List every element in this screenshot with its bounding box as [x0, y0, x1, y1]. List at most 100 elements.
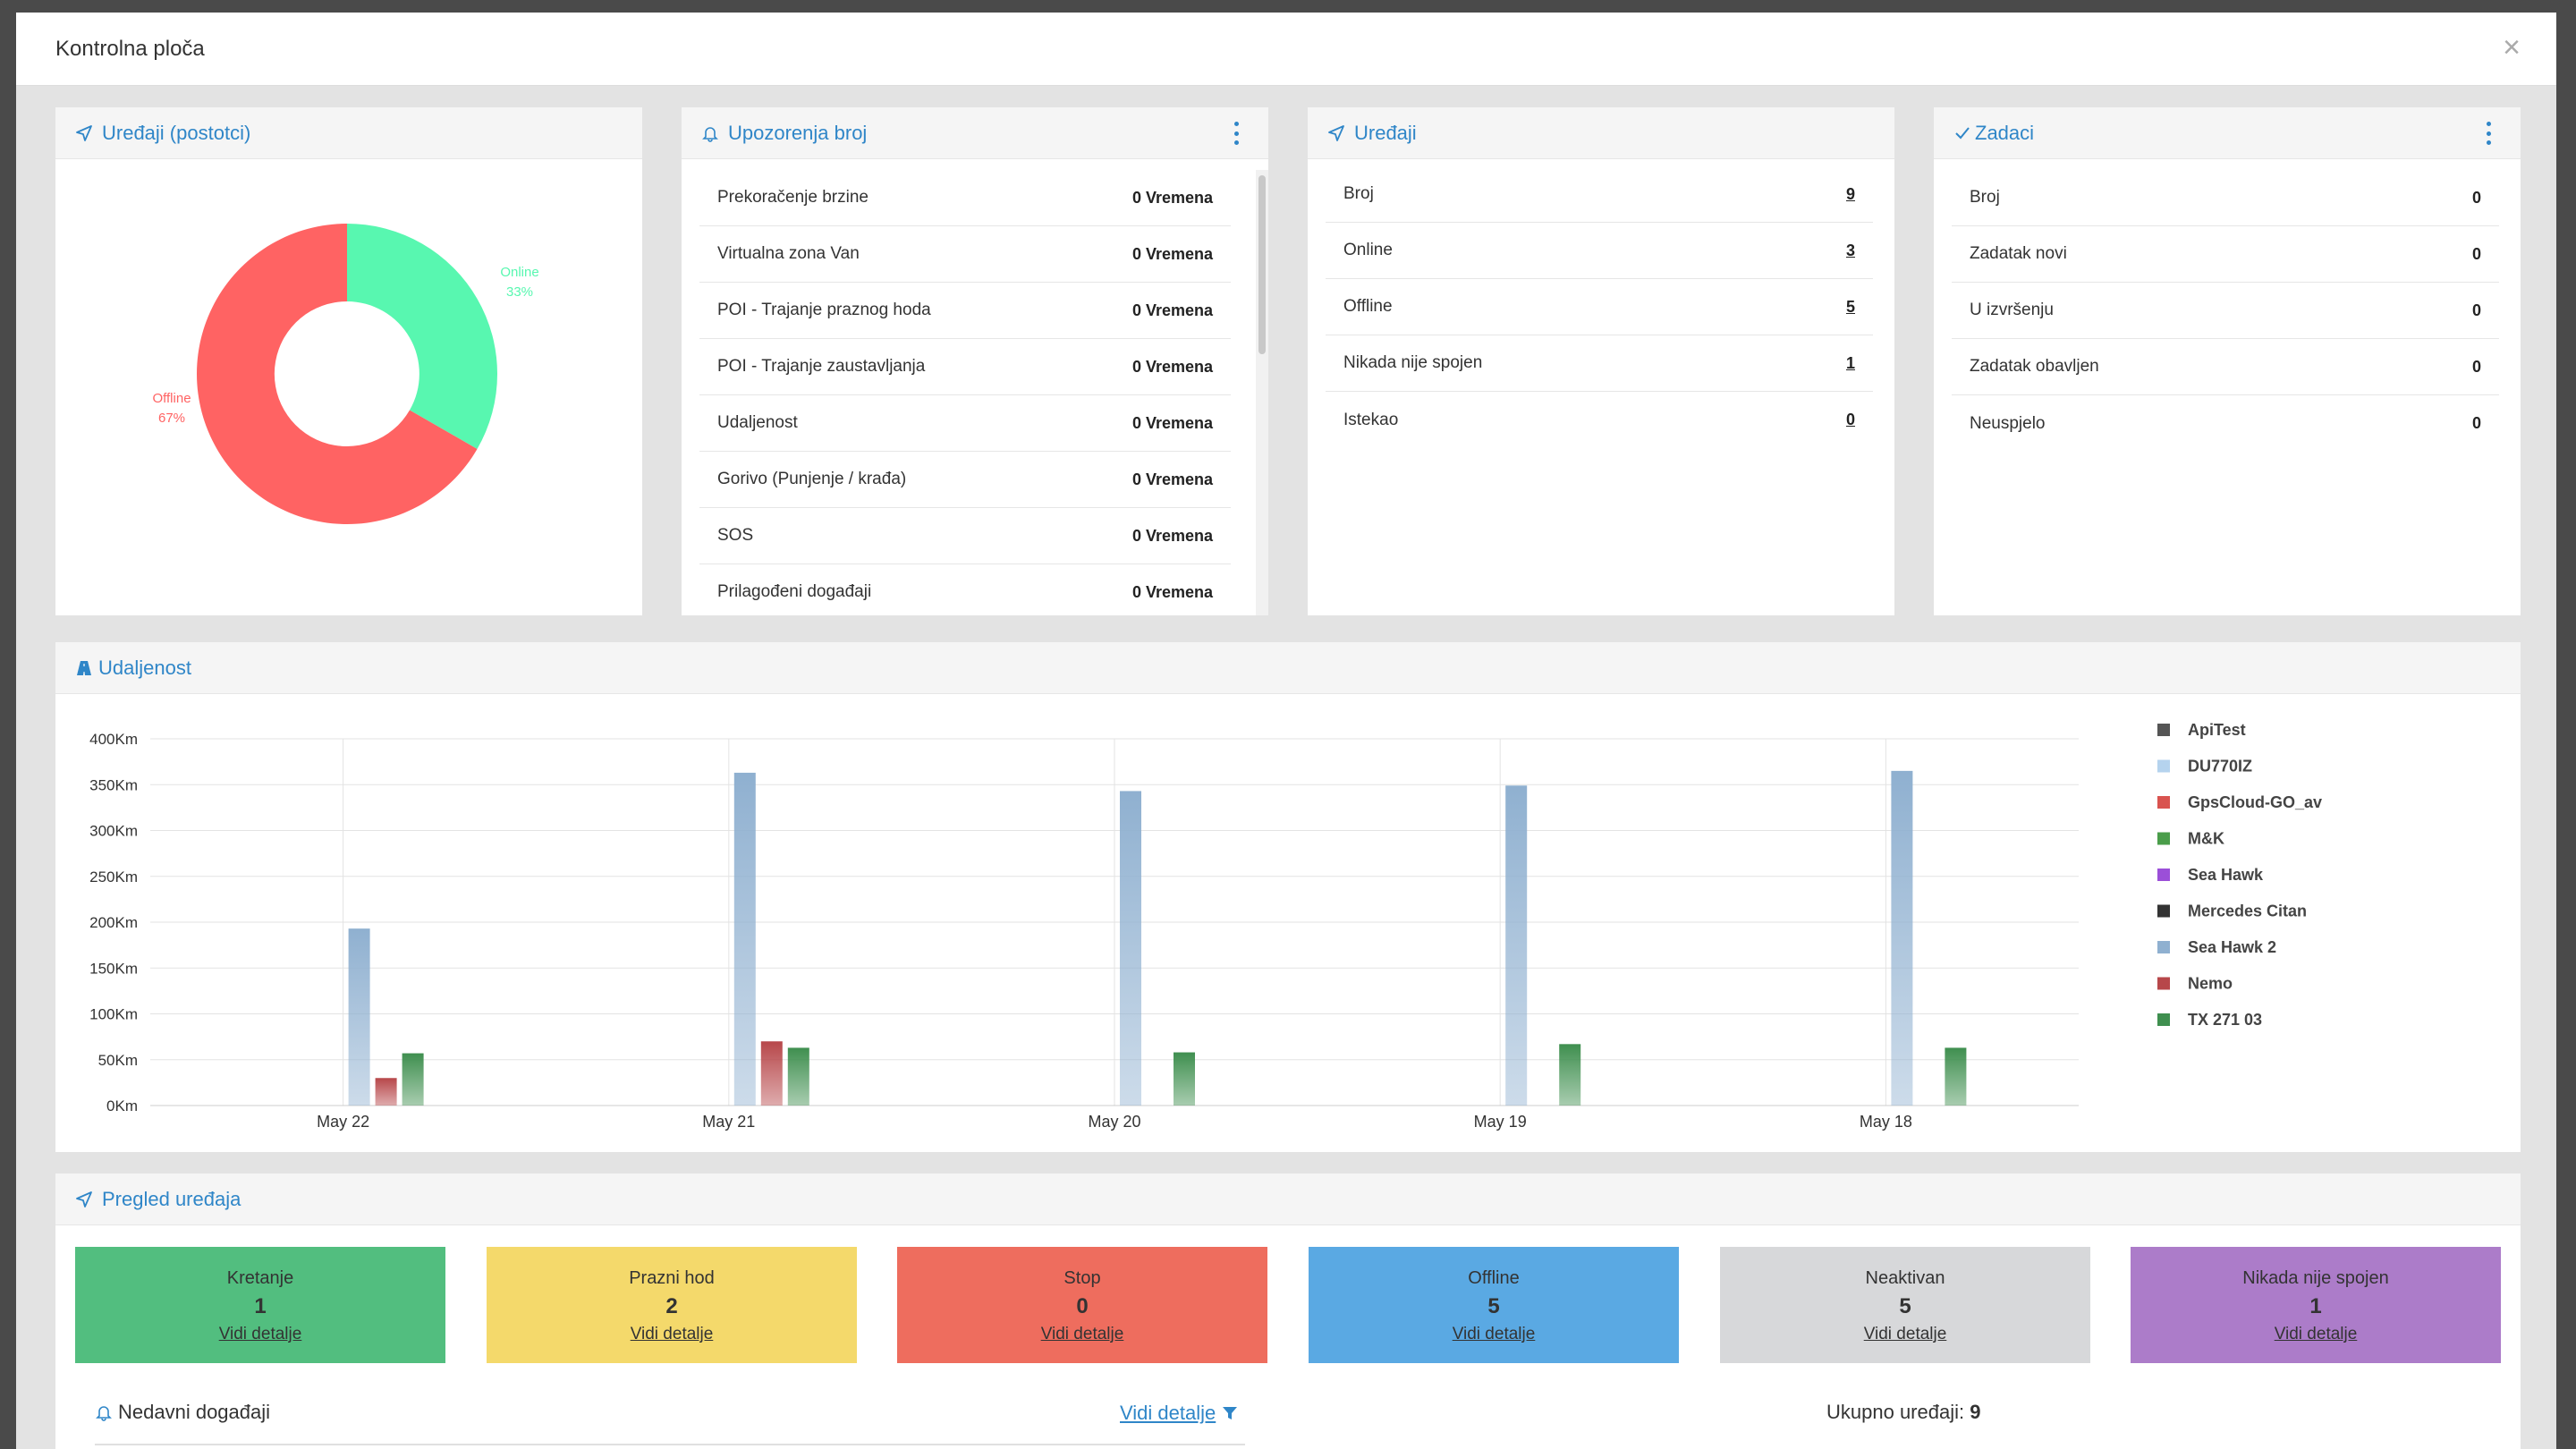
warning-value: 0 Vremena: [1131, 526, 1213, 545]
distance-panel: Udaljenost 0Km 50Km 100Km 150Km 200Km 250Km 30…: [55, 642, 2521, 1152]
device-value-link[interactable]: 5: [1845, 297, 1855, 316]
x-tick-label: May 19: [1474, 1113, 1527, 1131]
tile-label: Nikada nije spojen: [2242, 1268, 2389, 1288]
task-value: 0: [2471, 244, 2481, 263]
x-tick-label: May 21: [702, 1113, 755, 1131]
bar-sea-hawk-2[interactable]: [1505, 785, 1528, 1106]
bar-sea-hawk-2[interactable]: [348, 928, 370, 1106]
background-left: [0, 0, 16, 1449]
bar-nemo[interactable]: [375, 1078, 397, 1106]
legend-label[interactable]: DU770IZ: [2188, 758, 2252, 775]
legend-swatch: [2157, 977, 2170, 990]
bar-sea-hawk-2[interactable]: [733, 772, 756, 1106]
task-row: U izvršenju 0: [1952, 283, 2499, 339]
bar-nemo[interactable]: [760, 1041, 783, 1106]
y-tick-label: 0Km: [106, 1097, 138, 1114]
warnings-title: Upozorenja broj: [728, 121, 868, 144]
legend-label[interactable]: GpsCloud-GO_av: [2188, 793, 2322, 811]
overview-header: Pregled uređaja: [55, 1174, 2521, 1225]
bar-tx-271-03[interactable]: [402, 1053, 424, 1106]
warnings-scrollbar[interactable]: [1256, 170, 1268, 615]
warning-row: Prilagođeni događaji 0 Vremena: [699, 564, 1231, 615]
task-label: U izvršenju: [1970, 301, 2054, 319]
donut-online-slice[interactable]: [347, 224, 498, 449]
legend-label[interactable]: ApiTest: [2188, 721, 2246, 739]
road-icon: [77, 660, 91, 675]
y-tick-label: 200Km: [89, 914, 138, 931]
bar-tx-271-03[interactable]: [1945, 1047, 1967, 1106]
filter-icon[interactable]: [1221, 1404, 1239, 1422]
overview-title: Pregled uređaja: [102, 1187, 242, 1210]
overview-panel: Pregled uređaja: [55, 1174, 2521, 1449]
background-top: [0, 0, 2576, 13]
task-value: 0: [2471, 414, 2481, 432]
tile-details-link[interactable]: Vidi detalje: [1040, 1325, 1124, 1343]
bar-sea-hawk-2[interactable]: [1120, 791, 1141, 1106]
warning-label: Gorivo (Punjenje / krađa): [717, 470, 907, 488]
x-tick-label: May 20: [1088, 1113, 1140, 1131]
tile-inactive: Neaktivan 5 Vidi detalje: [1720, 1247, 2090, 1363]
tile-details-link[interactable]: Vidi detalje: [1863, 1325, 1947, 1343]
tasks-list: Broj 0 Zadatak novi 0 U izvršenju 0 Zadatak…: [1952, 170, 2499, 452]
tile-never-connected: Nikada nije spojen 1 Vidi detalje: [2131, 1247, 2501, 1363]
tile-label: Stop: [1063, 1268, 1101, 1288]
bar-tx-271-03[interactable]: [1559, 1044, 1581, 1106]
legend-label[interactable]: Sea Hawk 2: [2188, 938, 2276, 956]
tile-details-link[interactable]: Vidi detalje: [1452, 1325, 1536, 1343]
warning-row: SOS 0 Vremena: [699, 508, 1231, 564]
tasks-menu-icon[interactable]: [2487, 122, 2492, 145]
legend-label[interactable]: TX 271 03: [2188, 1011, 2262, 1029]
recent-events-link-label[interactable]: Vidi detalje: [1120, 1402, 1216, 1424]
warning-value: 0 Vremena: [1131, 470, 1213, 488]
warning-label: SOS: [717, 526, 754, 545]
tile-details-link[interactable]: Vidi detalje: [2274, 1325, 2358, 1343]
bar-tx-271-03[interactable]: [1174, 1052, 1195, 1106]
donut-offline-slice[interactable]: [197, 224, 478, 524]
location-arrow-icon: [1328, 124, 1344, 141]
recent-events-heading: Nedavni događaji: [95, 1401, 270, 1424]
y-tick-label: 250Km: [89, 869, 138, 886]
device-value-link[interactable]: 1: [1845, 353, 1855, 372]
warnings-menu-icon[interactable]: [1234, 122, 1240, 145]
online-label: Online: [500, 265, 538, 280]
warnings-scrollbar-thumb[interactable]: [1258, 175, 1266, 354]
distance-header: Udaljenost: [55, 642, 2521, 694]
tile-value: 0: [1076, 1294, 1089, 1318]
background-right: [2556, 0, 2576, 1449]
legend-swatch: [2157, 832, 2170, 845]
bar-tx-271-03[interactable]: [787, 1047, 809, 1106]
tile-offline: Offline 5 Vidi detalje: [1309, 1247, 1679, 1363]
online-pct: 33%: [506, 284, 533, 300]
tile-details-link[interactable]: Vidi detalje: [630, 1325, 714, 1343]
tile-label: Neaktivan: [1865, 1268, 1945, 1288]
task-row: Neuspjelo 0: [1952, 395, 2499, 452]
warnings-panel: Upozorenja broj Prekoračenje brzine 0 Vre…: [682, 107, 1268, 615]
devices-list: Broj 9 Online 3 Offline 5 Nikada nije spoje…: [1326, 166, 1873, 448]
device-value-link[interactable]: 9: [1845, 184, 1855, 203]
recent-events-link[interactable]: Vidi detalje: [1120, 1402, 1239, 1425]
legend-label[interactable]: M&K: [2188, 830, 2224, 848]
legend-label[interactable]: Sea Hawk: [2188, 866, 2264, 884]
device-value-link[interactable]: 3: [1845, 241, 1855, 259]
warning-label: Prekoračenje brzine: [717, 188, 869, 207]
tile-label: Kretanje: [226, 1268, 294, 1288]
tile-value: 1: [2309, 1294, 2322, 1318]
warnings-header: Upozorenja broj: [682, 107, 1268, 159]
distance-title: Udaljenost: [98, 656, 191, 679]
legend-label[interactable]: Nemo: [2188, 975, 2233, 993]
tile-moving: Kretanje 1 Vidi detalje: [75, 1247, 445, 1363]
devices-title: Uređaji: [1354, 121, 1417, 144]
offline-pct: 67%: [158, 411, 185, 426]
tasks-title: Zadaci: [1975, 121, 2035, 144]
devices-panel: Uređaji Broj 9 Online 3 Offline 5 Nikada ni…: [1308, 107, 1894, 615]
device-row: Nikada nije spojen 1: [1326, 335, 1873, 392]
legend-label[interactable]: Mercedes Citan: [2188, 902, 2307, 920]
legend-swatch: [2157, 724, 2170, 736]
tile-details-link[interactable]: Vidi detalje: [218, 1325, 302, 1343]
bar-sea-hawk-2[interactable]: [1891, 770, 1913, 1106]
warning-value: 0 Vremena: [1131, 301, 1213, 319]
close-icon[interactable]: ×: [2503, 30, 2521, 64]
device-value-link[interactable]: 0: [1845, 411, 1855, 428]
task-row: Broj 0: [1952, 170, 2499, 226]
total-devices: Ukupno uređaji: 9: [1826, 1401, 1980, 1424]
